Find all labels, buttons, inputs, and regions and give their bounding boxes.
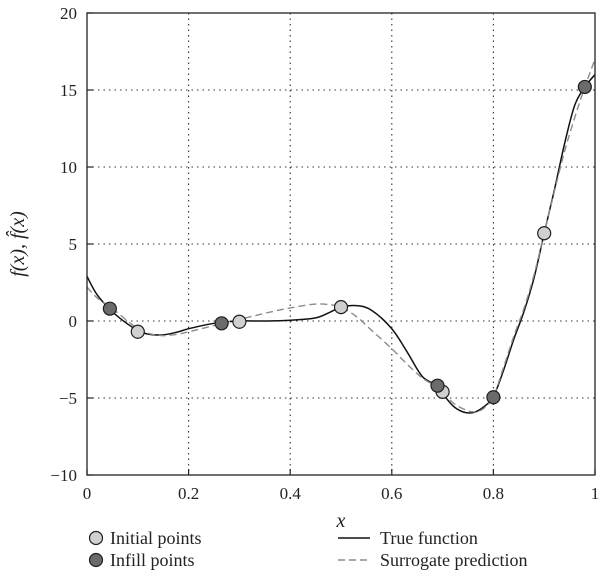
- x-tick-label: 0.8: [483, 484, 504, 503]
- plot-points: [102, 79, 592, 405]
- plot-lines: [86, 58, 596, 414]
- infill-point: [430, 378, 445, 393]
- x-axis-label: x: [336, 510, 346, 532]
- x-tick-label: 0.2: [178, 484, 199, 503]
- legend-label-infill-points: Infill points: [110, 550, 195, 570]
- y-tick-label: 5: [69, 235, 78, 254]
- y-axis-label: f(x), f̂(x): [5, 211, 29, 277]
- initial-point: [537, 226, 552, 241]
- axis-ticks: 0 0.2 0.4 0.6 0.8 1 −10 −5 0 5 10 15 20: [50, 4, 599, 503]
- y-tick-label: 0: [69, 312, 78, 331]
- x-tick-label: 0.6: [381, 484, 402, 503]
- infill-point: [214, 316, 229, 331]
- infill-point: [486, 390, 501, 405]
- x-tick-label: 0.4: [280, 484, 302, 503]
- surrogate-prediction-line: [86, 58, 596, 413]
- infill-point: [102, 301, 117, 316]
- initial-point: [232, 314, 247, 329]
- legend-label-true-function: True function: [380, 528, 478, 548]
- x-tick-label: 1: [591, 484, 600, 503]
- y-tick-label: 15: [60, 81, 77, 100]
- y-tick-label: 20: [60, 4, 77, 23]
- y-tick-label: −5: [59, 389, 77, 408]
- grid: [87, 13, 595, 475]
- legend-label-initial-points: Initial points: [110, 528, 202, 548]
- true-function-line: [86, 74, 596, 414]
- initial-point: [333, 300, 349, 315]
- legend-marker-initial-points: [88, 530, 104, 546]
- x-tick-label: 0: [83, 484, 92, 503]
- y-tick-label: 10: [60, 158, 77, 177]
- initial-point: [130, 324, 145, 339]
- y-tick-label: −10: [50, 466, 77, 485]
- infill-point: [577, 79, 592, 95]
- legend-label-surrogate-prediction: Surrogate prediction: [380, 550, 527, 570]
- legend-marker-infill-points: [88, 552, 104, 568]
